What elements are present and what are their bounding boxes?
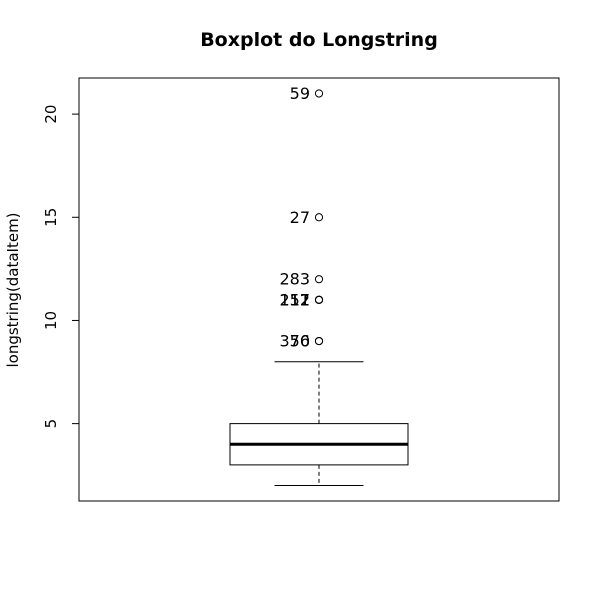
y-tick-label: 15 xyxy=(42,208,60,227)
y-axis-label: longstring(dataItem) xyxy=(4,212,22,367)
box-group xyxy=(229,361,409,487)
outlier-label: 212 xyxy=(279,290,310,309)
outlier-label: 27 xyxy=(290,208,310,227)
outlier-label: 11 xyxy=(290,290,310,309)
outlier-label: 376 xyxy=(279,332,310,351)
y-tick-label: 5 xyxy=(42,419,60,429)
outlier-label: 50 xyxy=(290,332,310,351)
outlier-point xyxy=(314,295,324,304)
y-tick-label: 10 xyxy=(42,311,60,330)
y-tick-label: 20 xyxy=(42,105,60,124)
outlier-label: 157 xyxy=(279,290,310,309)
outlier-label: 59 xyxy=(290,84,310,103)
outlier-point xyxy=(314,336,324,346)
chart-title: Boxplot do Longstring xyxy=(200,29,438,51)
outlier-label: 283 xyxy=(279,270,310,289)
outlier-point xyxy=(314,275,324,284)
y-axis: 5 10 15 20 xyxy=(42,105,80,429)
outlier-point xyxy=(314,213,324,222)
outlier-point xyxy=(314,89,324,98)
